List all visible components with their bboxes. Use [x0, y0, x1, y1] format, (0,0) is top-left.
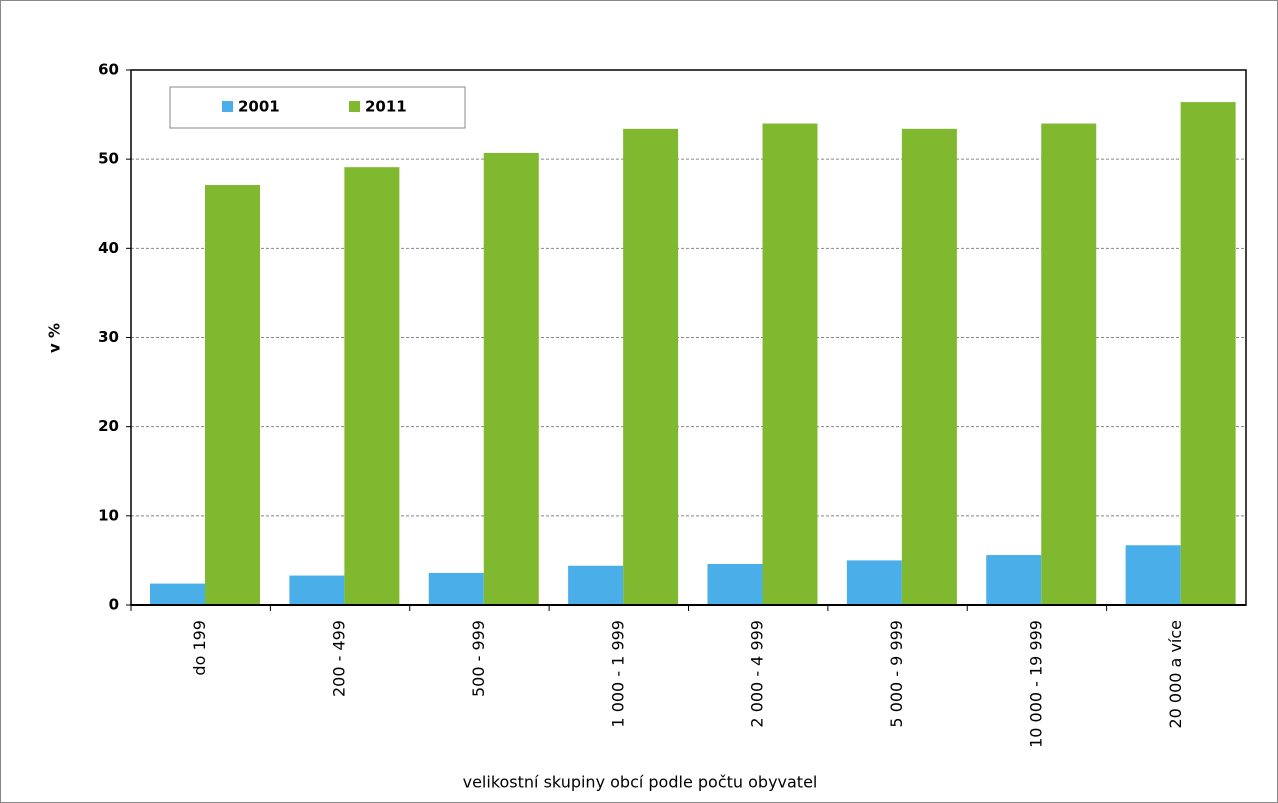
legend-swatch — [349, 101, 360, 112]
bar — [483, 152, 539, 606]
x-tick-label: 500 - 999 — [469, 620, 488, 697]
bar — [344, 167, 400, 606]
bar — [150, 583, 205, 605]
x-tick-label: 20 000 a více — [1166, 620, 1185, 729]
bar — [762, 123, 818, 605]
x-tick-label: 5 000 - 9 999 — [887, 620, 906, 728]
x-tick-label: 2 000 - 4 999 — [748, 620, 767, 728]
x-tick-label: 200 - 499 — [330, 620, 349, 697]
bar — [846, 560, 902, 605]
bar — [205, 185, 260, 605]
x-axis-title: velikostní skupiny obcí podle počtu obyv… — [463, 773, 818, 792]
y-tick-label: 20 — [98, 417, 119, 435]
bar — [1125, 545, 1181, 605]
bar — [289, 575, 345, 605]
bar — [623, 128, 679, 605]
legend-label: 2001 — [238, 98, 280, 116]
bar — [568, 565, 624, 605]
y-tick-label: 0 — [109, 596, 119, 614]
legend-label: 2011 — [365, 98, 407, 116]
bar — [1180, 102, 1236, 605]
y-axis-title: v % — [46, 323, 64, 353]
x-tick-label: 1 000 - 1 999 — [608, 620, 627, 728]
bar — [428, 572, 484, 605]
legend-swatch — [222, 101, 233, 112]
y-tick-label: 10 — [98, 506, 119, 524]
y-tick-label: 60 — [98, 61, 119, 79]
bar — [901, 128, 957, 605]
y-tick-label: 30 — [98, 328, 119, 346]
x-tick-label: 10 000 - 19 999 — [1026, 620, 1045, 748]
legend — [169, 86, 466, 129]
bar — [986, 555, 1042, 605]
y-tick-label: 40 — [98, 239, 119, 257]
x-tick-label: do 199 — [190, 620, 209, 676]
y-tick-label: 50 — [98, 150, 119, 168]
bar — [1041, 123, 1097, 605]
bar — [707, 563, 763, 605]
